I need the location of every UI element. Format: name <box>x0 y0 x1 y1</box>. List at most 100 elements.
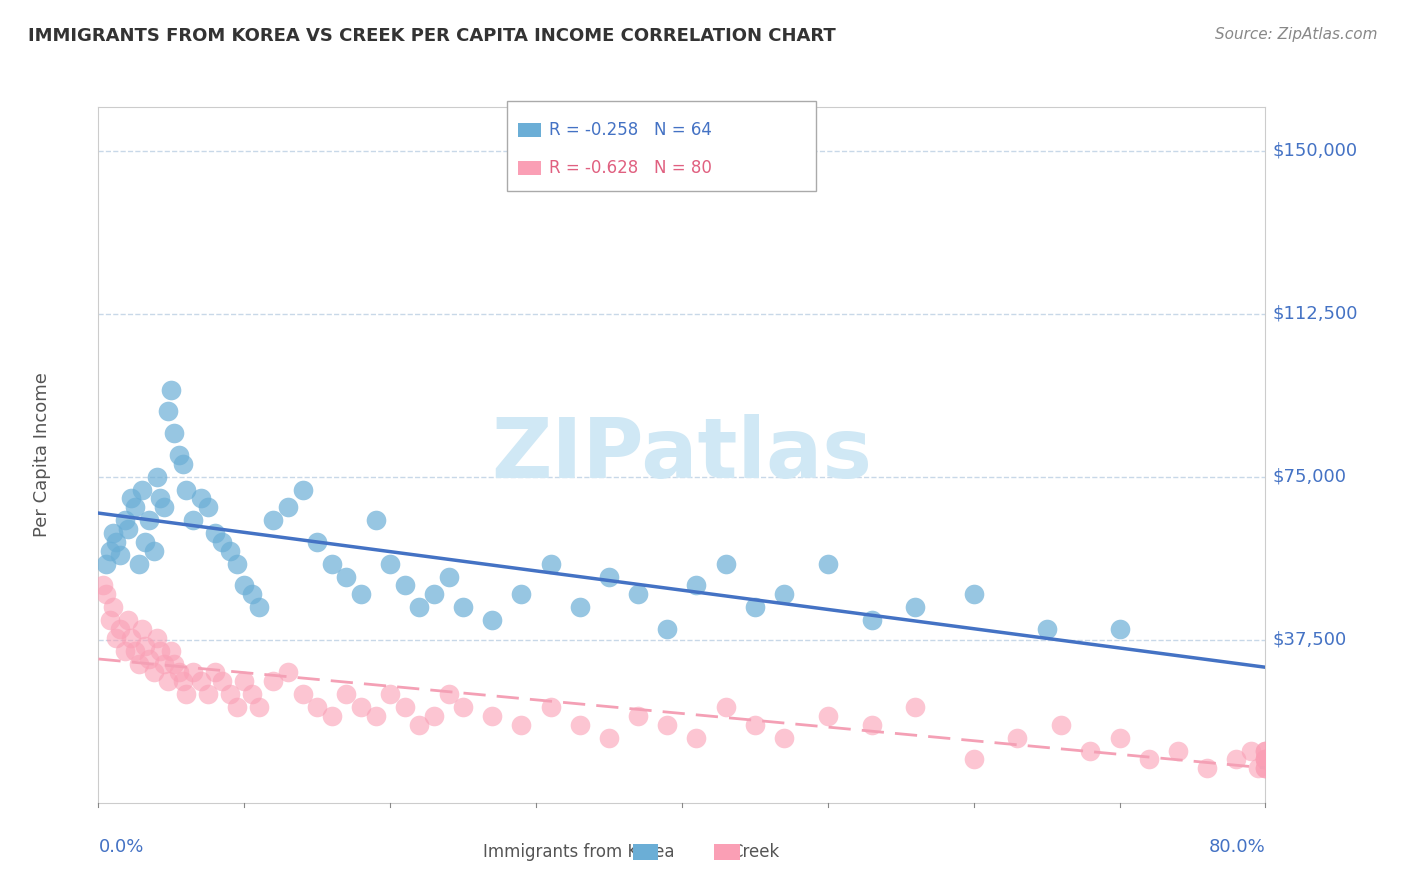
Point <box>174 687 197 701</box>
Point <box>131 622 153 636</box>
Point <box>510 587 533 601</box>
Point <box>163 426 186 441</box>
Point <box>190 491 212 506</box>
Point <box>962 752 984 766</box>
Point <box>174 483 197 497</box>
Text: $112,500: $112,500 <box>1272 304 1358 323</box>
Point <box>91 578 114 592</box>
Point <box>1007 731 1029 745</box>
Point <box>1254 761 1277 775</box>
Point <box>146 469 169 483</box>
Point <box>1050 717 1073 731</box>
Point <box>240 687 263 701</box>
Point <box>138 652 160 666</box>
Point <box>773 587 796 601</box>
Point <box>218 543 240 558</box>
Point <box>378 687 402 701</box>
Point <box>120 631 142 645</box>
Point <box>167 665 190 680</box>
Point <box>1225 752 1247 766</box>
Text: IMMIGRANTS FROM KOREA VS CREEK PER CAPITA INCOME CORRELATION CHART: IMMIGRANTS FROM KOREA VS CREEK PER CAPIT… <box>28 27 837 45</box>
Point <box>481 613 503 627</box>
Point <box>744 717 766 731</box>
Text: Source: ZipAtlas.com: Source: ZipAtlas.com <box>1215 27 1378 42</box>
Point <box>904 600 927 615</box>
Point <box>627 708 650 723</box>
Point <box>685 731 707 745</box>
Point <box>291 483 314 497</box>
Point <box>437 687 460 701</box>
Point <box>627 587 650 601</box>
Point <box>657 717 679 731</box>
Point <box>307 700 329 714</box>
Point <box>101 526 124 541</box>
Point <box>172 457 194 471</box>
Point <box>262 513 284 527</box>
Text: Immigrants from Korea: Immigrants from Korea <box>484 843 675 861</box>
Text: $75,000: $75,000 <box>1272 467 1347 485</box>
Point <box>247 700 270 714</box>
Point <box>110 548 132 562</box>
Point <box>1108 731 1130 745</box>
Point <box>120 491 142 506</box>
Point <box>181 665 204 680</box>
Point <box>394 578 416 592</box>
Point <box>1195 761 1218 775</box>
Point <box>364 513 387 527</box>
Point <box>1108 622 1130 636</box>
Point <box>860 717 883 731</box>
Point <box>904 700 927 714</box>
Point <box>131 483 153 497</box>
Point <box>714 557 737 571</box>
Point <box>291 687 314 701</box>
Point <box>146 631 169 645</box>
Point <box>128 657 150 671</box>
Point <box>277 665 299 680</box>
Point <box>962 587 984 601</box>
Point <box>437 570 460 584</box>
Point <box>153 500 176 514</box>
Point <box>157 404 180 418</box>
Point <box>94 587 117 601</box>
Text: ZIPatlas: ZIPatlas <box>492 415 872 495</box>
Point <box>211 674 233 689</box>
Point <box>1254 752 1277 766</box>
Point <box>114 513 136 527</box>
Point <box>423 587 446 601</box>
Point <box>451 700 474 714</box>
Point <box>117 613 139 627</box>
Point <box>226 557 249 571</box>
Point <box>510 717 533 731</box>
Point <box>423 708 446 723</box>
Point <box>197 687 219 701</box>
Point <box>104 631 127 645</box>
Point <box>1167 744 1189 758</box>
Point <box>378 557 402 571</box>
Point <box>1254 761 1277 775</box>
Point <box>104 535 127 549</box>
Point <box>321 557 343 571</box>
Point <box>481 708 503 723</box>
Point <box>98 613 121 627</box>
Point <box>364 708 387 723</box>
Point <box>598 570 620 584</box>
Point <box>233 674 256 689</box>
Point <box>321 708 343 723</box>
Text: R = -0.258   N = 64: R = -0.258 N = 64 <box>548 121 711 139</box>
Point <box>540 700 562 714</box>
Point <box>817 708 839 723</box>
Point <box>197 500 219 514</box>
Point <box>124 500 146 514</box>
Point <box>451 600 474 615</box>
Text: Per Capita Income: Per Capita Income <box>34 373 51 537</box>
Point <box>134 535 156 549</box>
Point <box>101 600 124 615</box>
Point <box>817 557 839 571</box>
Point <box>128 557 150 571</box>
Point <box>714 700 737 714</box>
Point <box>181 513 204 527</box>
Point <box>167 448 190 462</box>
Point <box>1254 744 1277 758</box>
Point <box>172 674 194 689</box>
Point <box>307 535 329 549</box>
